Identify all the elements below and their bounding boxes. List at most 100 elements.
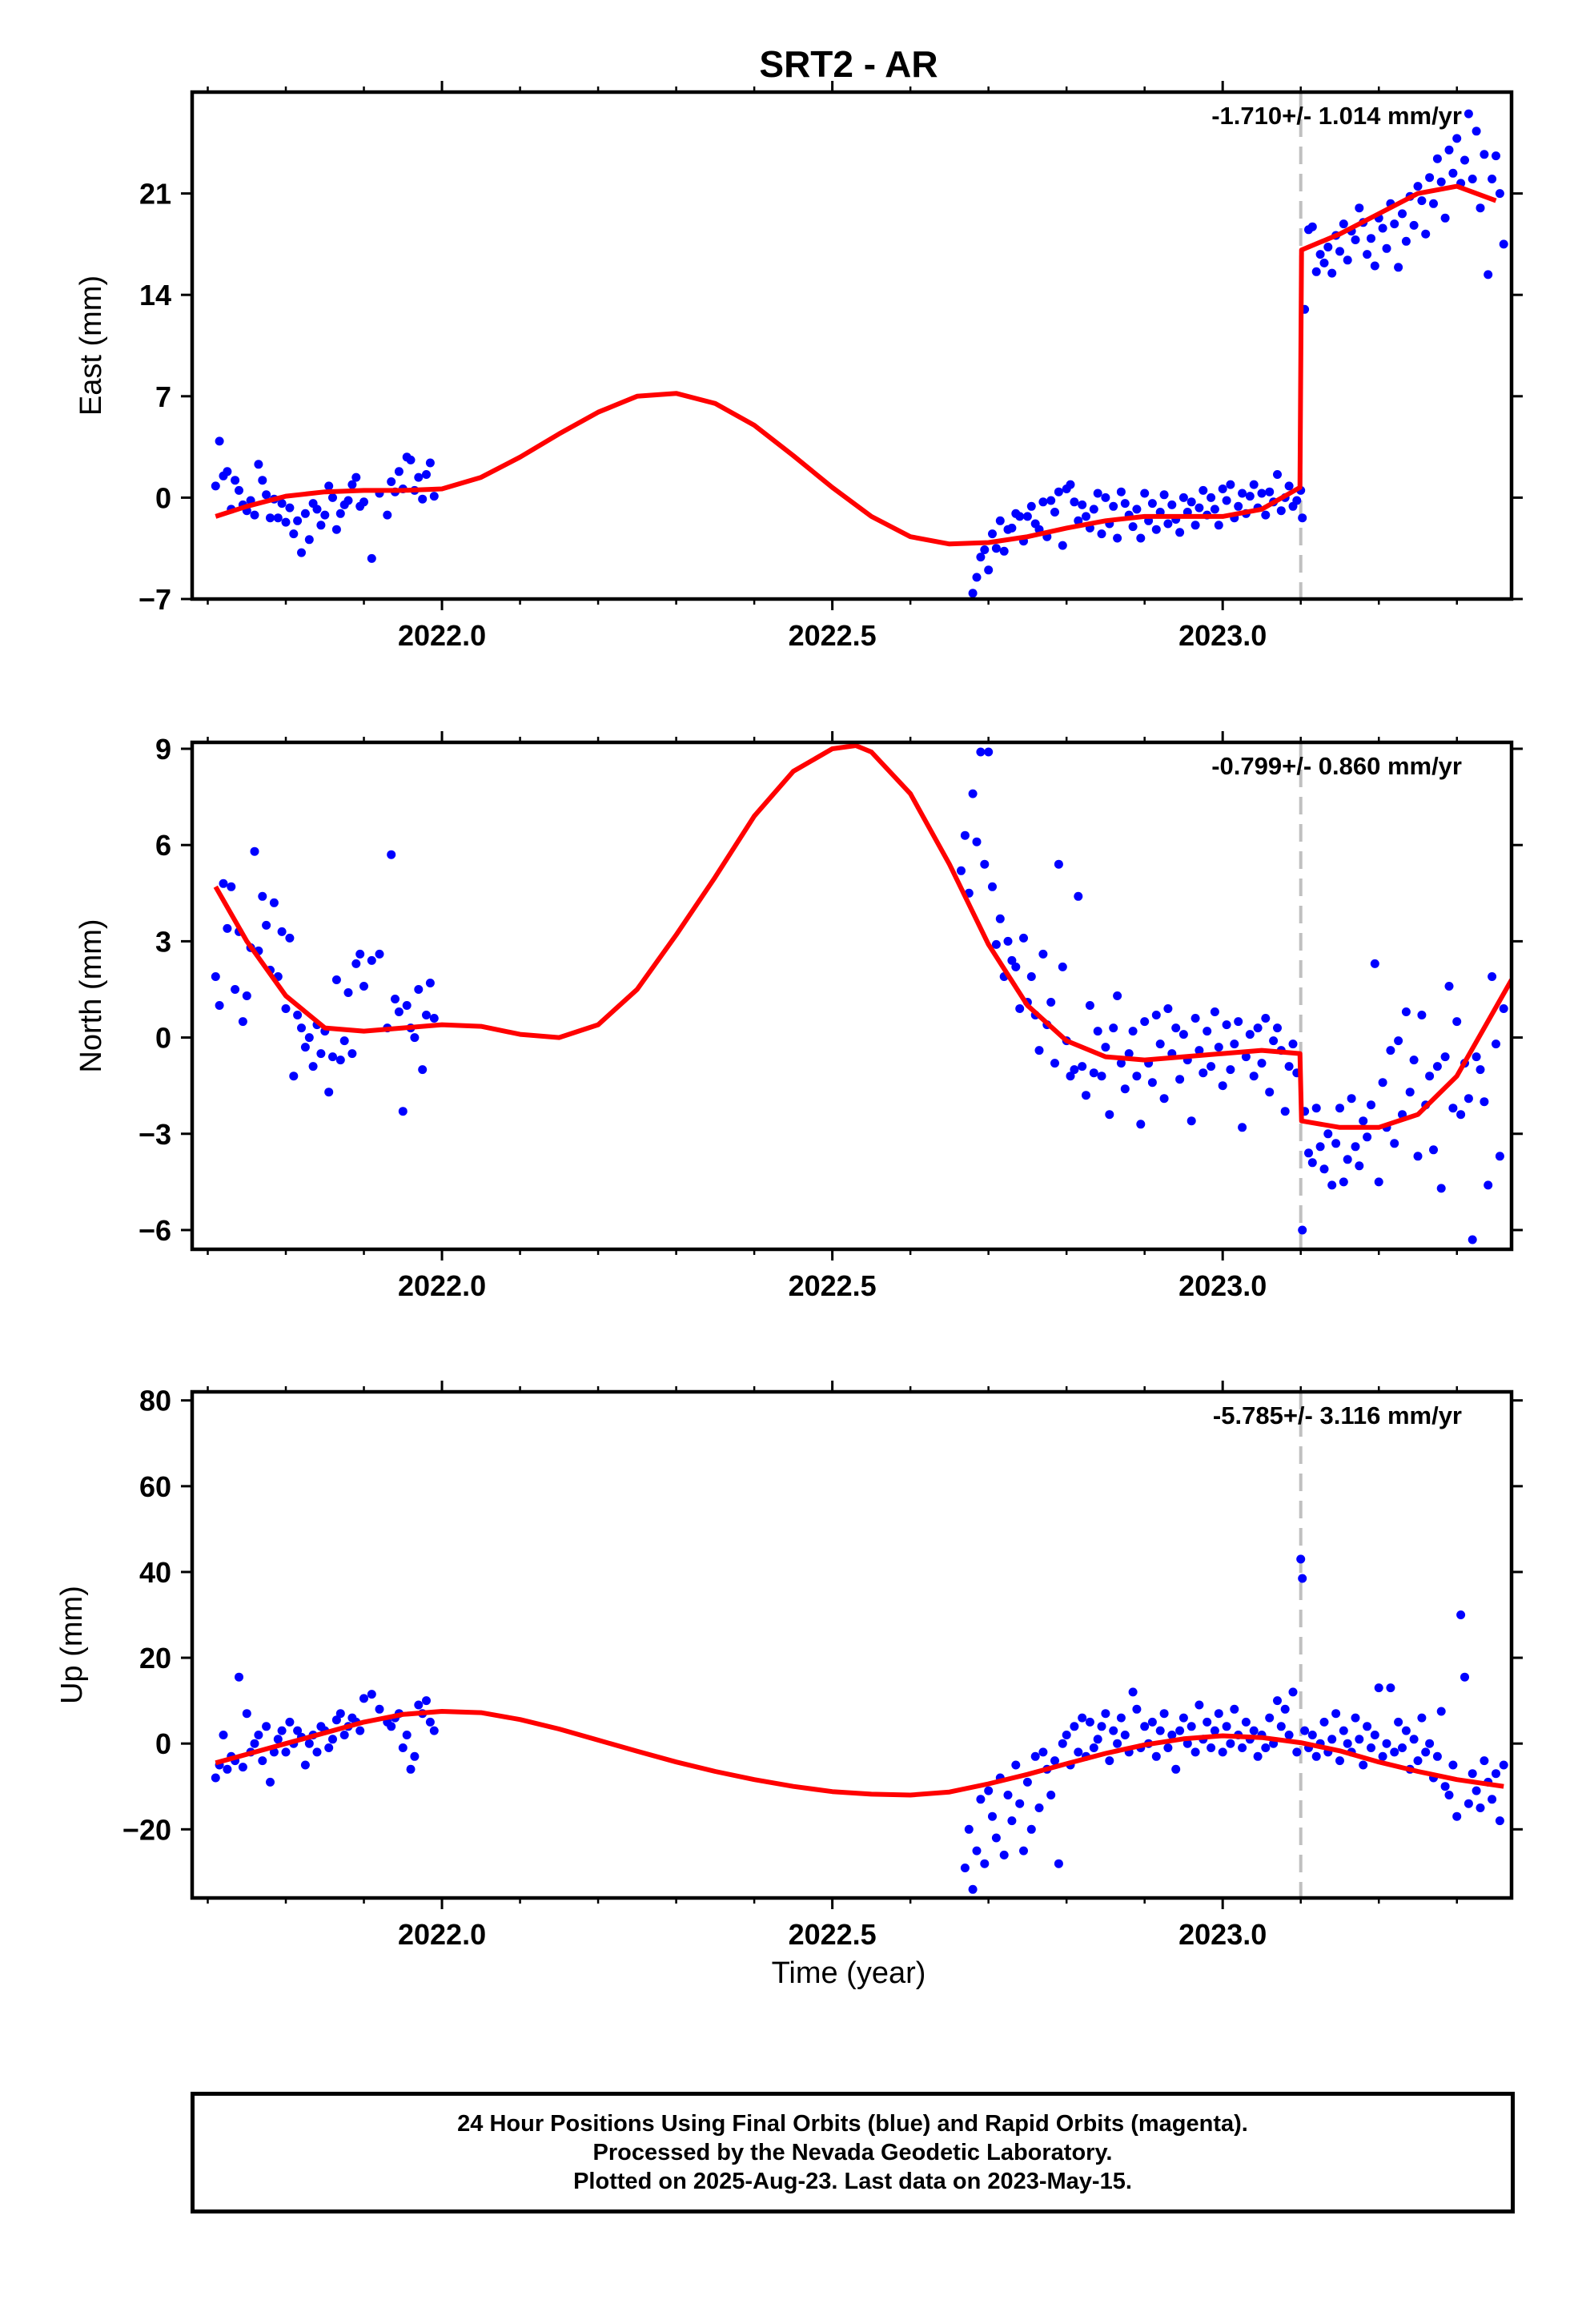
up-data-point: [1409, 1735, 1419, 1744]
east-data-point: [1082, 512, 1090, 521]
east-data-point: [1276, 506, 1286, 516]
east-data-point: [1128, 522, 1138, 532]
up-data-point: [1276, 1722, 1286, 1731]
north-data-point: [242, 991, 251, 1000]
east-data-point: [988, 529, 997, 539]
north-data-point: [1136, 1120, 1146, 1129]
north-data-point: [335, 1055, 345, 1065]
up-data-point: [1167, 1731, 1177, 1739]
east-data-point: [1089, 505, 1098, 514]
east-data-point: [1432, 154, 1442, 163]
north-data-point: [1222, 1020, 1231, 1030]
up-data-point: [1456, 1610, 1466, 1619]
east-data-point: [1398, 209, 1407, 219]
up-data-point: [1089, 1743, 1098, 1752]
north-data-point: [1038, 949, 1048, 959]
east-data-point: [1492, 151, 1500, 161]
east-data-point: [1222, 496, 1231, 505]
up-data-point: [972, 1846, 982, 1856]
north-data-point: [1429, 1145, 1438, 1155]
up-data-point: [1284, 1731, 1294, 1739]
east-data-point: [320, 510, 330, 520]
up-data-point: [1374, 1683, 1383, 1693]
east-data-point: [406, 455, 416, 464]
up-data-point: [1331, 1709, 1341, 1719]
north-data-point: [1390, 1139, 1399, 1148]
up-data-point: [1128, 1687, 1138, 1697]
up-data-point: [402, 1731, 412, 1739]
north-data-point: [1078, 1062, 1087, 1072]
north-data-point: [391, 995, 400, 1003]
up-data-point: [1307, 1731, 1317, 1739]
up-data-point: [1468, 1769, 1477, 1779]
north-data-point: [1394, 1036, 1403, 1046]
up-data-point: [281, 1747, 291, 1757]
up-panel: 2022.0 2022.5 2023.0 −20 0 20 40 60 80 Up (mm) -5.…: [55, 1381, 1523, 1951]
east-x-tick-label: 2022.0: [398, 619, 486, 652]
north-data-point: [300, 1043, 310, 1052]
east-rate-annotation: -1.710+/- 1.014 mm/yr: [1211, 102, 1462, 130]
north-data-point: [1120, 1084, 1130, 1094]
east-data-point: [418, 494, 428, 504]
up-data-point: [984, 1786, 994, 1795]
north-data-point: [1105, 1110, 1114, 1120]
north-data-point: [1319, 1164, 1329, 1174]
up-data-point: [1159, 1709, 1169, 1719]
north-data-point: [1417, 1011, 1427, 1019]
north-data-point: [1374, 1177, 1383, 1187]
north-data-point: [1273, 1023, 1282, 1033]
up-data-point: [1335, 1756, 1344, 1766]
north-data-point: [1015, 1004, 1025, 1013]
up-data-point: [1238, 1743, 1247, 1752]
north-data-point: [343, 988, 353, 997]
east-data-point: [1054, 487, 1063, 497]
up-y-tick-label: 40: [139, 1556, 171, 1589]
east-data-point: [1140, 489, 1150, 498]
north-data-point: [968, 789, 978, 798]
up-data-point: [1432, 1751, 1442, 1761]
up-data-point: [1495, 1816, 1504, 1826]
east-y-tick-label: 7: [155, 380, 171, 413]
east-data-point: [1298, 513, 1307, 523]
up-data-point: [1230, 1704, 1239, 1714]
up-model-curve: [215, 1709, 1504, 1798]
north-data-point: [1425, 1072, 1435, 1081]
up-data-point: [1147, 1717, 1157, 1727]
up-data-point: [1132, 1704, 1142, 1714]
north-data-point: [1140, 1017, 1150, 1027]
north-y-tick-label: 0: [155, 1022, 171, 1055]
up-y-tick-label: 80: [139, 1385, 171, 1417]
north-data-point: [1351, 1142, 1360, 1152]
up-data-point: [964, 1824, 974, 1834]
up-data-point: [285, 1717, 295, 1727]
east-data-point: [980, 545, 990, 554]
north-data-point: [258, 891, 267, 901]
north-data-point: [269, 898, 279, 907]
north-data-point: [1034, 1046, 1044, 1055]
east-data-point: [422, 470, 431, 479]
up-data-point: [1078, 1713, 1087, 1723]
x-axis-label: Time (year): [772, 1956, 926, 1990]
east-data-point: [1417, 196, 1427, 206]
up-x-tick-label: 2022.0: [398, 1918, 486, 1951]
north-data-point: [1074, 891, 1083, 901]
up-y-tick-label: 0: [155, 1727, 171, 1760]
up-data-point: [1464, 1799, 1473, 1808]
up-data-point: [211, 1773, 220, 1783]
north-data-point: [1343, 1155, 1352, 1164]
up-data-point: [1367, 1743, 1375, 1752]
up-data-point: [1296, 1554, 1306, 1564]
up-data-point: [1186, 1722, 1196, 1731]
east-data-point: [1488, 175, 1497, 183]
up-data-point: [1070, 1722, 1079, 1731]
east-data-point: [984, 565, 994, 575]
up-data-point: [1394, 1717, 1403, 1727]
north-data-point: [1128, 1027, 1138, 1036]
east-data-point: [1046, 496, 1056, 505]
east-data-point: [1323, 243, 1333, 251]
up-data-point: [1280, 1704, 1290, 1714]
east-data-point: [1109, 501, 1118, 511]
up-data-point: [250, 1739, 259, 1748]
north-data-point: [1151, 1011, 1161, 1019]
north-data-point: [1082, 1091, 1090, 1100]
